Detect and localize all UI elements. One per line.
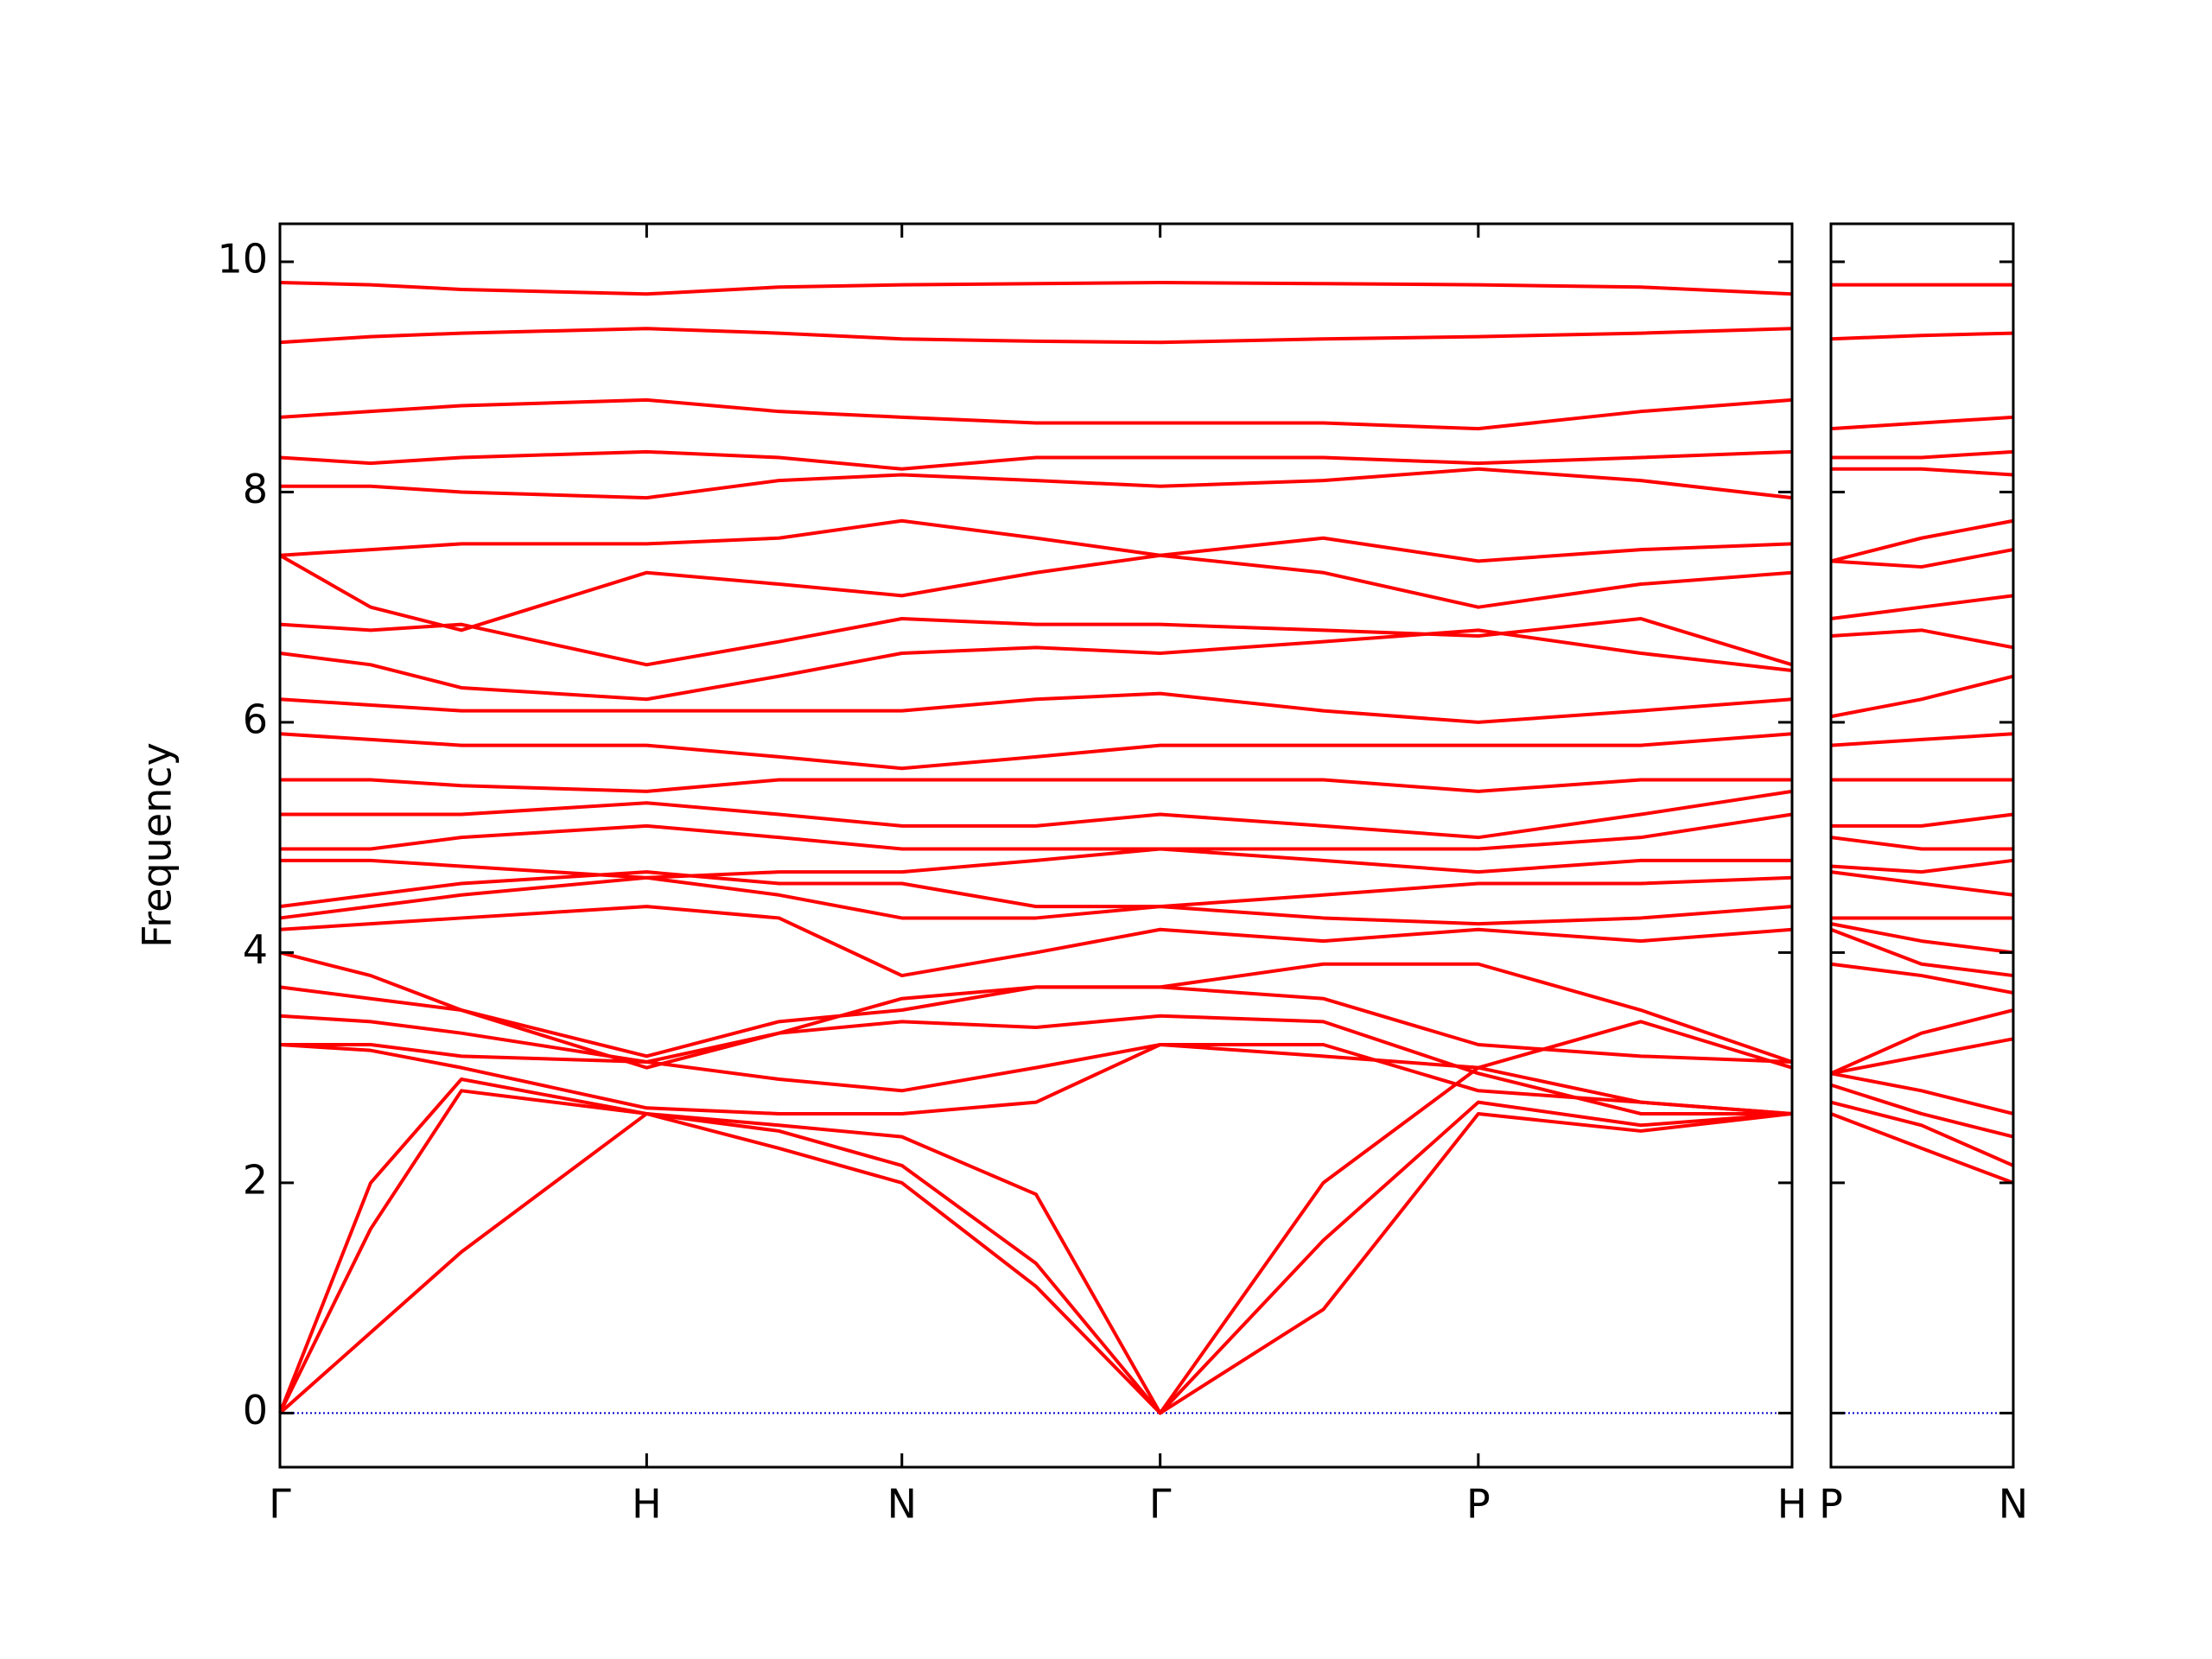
band-line bbox=[1830, 962, 2014, 995]
y-tick-label: 0 bbox=[243, 1387, 268, 1433]
band-line bbox=[279, 1014, 1792, 1116]
band-line bbox=[279, 327, 1793, 345]
band-line bbox=[1830, 858, 2014, 874]
band-line bbox=[280, 467, 1793, 500]
band-line bbox=[279, 628, 1793, 702]
band-line bbox=[279, 1043, 1793, 1116]
band-line bbox=[279, 732, 1793, 771]
band-line bbox=[1831, 467, 2014, 477]
band-line bbox=[1830, 870, 2014, 897]
band-line bbox=[1830, 1008, 2014, 1076]
band-line bbox=[279, 553, 1793, 632]
band-line bbox=[1830, 732, 2014, 747]
band-line bbox=[279, 280, 1793, 296]
band-line bbox=[279, 397, 1793, 431]
band-line bbox=[1830, 1112, 2014, 1185]
band-line bbox=[1830, 836, 2013, 851]
band-line bbox=[280, 812, 1793, 851]
plot-frame bbox=[1829, 222, 2015, 1469]
band-line bbox=[279, 518, 1793, 563]
band-line bbox=[1830, 1037, 2014, 1076]
band-line bbox=[279, 691, 1793, 724]
x-tick-label: P bbox=[1466, 1481, 1491, 1528]
band-line bbox=[1830, 927, 2014, 978]
band-line bbox=[1830, 331, 2014, 341]
band-line bbox=[279, 875, 1793, 926]
x-tick-label: H bbox=[1777, 1481, 1808, 1528]
y-axis-label: Frequency bbox=[134, 742, 181, 948]
x-tick-label: Γ bbox=[269, 1481, 291, 1528]
x-tick-label: N bbox=[887, 1481, 917, 1528]
y-tick-label: 6 bbox=[243, 696, 268, 742]
x-tick-label: P bbox=[1819, 1481, 1843, 1528]
band-line bbox=[1831, 449, 2014, 460]
band-line bbox=[1831, 812, 2014, 828]
band-line bbox=[280, 847, 1792, 880]
band-line bbox=[278, 1111, 1793, 1415]
x-tick-label: Γ bbox=[1149, 1481, 1172, 1528]
band-line bbox=[1830, 1083, 2014, 1139]
band-line bbox=[1830, 548, 2014, 569]
band-line bbox=[1830, 415, 2014, 431]
band-line bbox=[279, 985, 1793, 1064]
band-line bbox=[1830, 628, 2014, 650]
band-line bbox=[1830, 1071, 2014, 1116]
band-line bbox=[278, 1065, 1793, 1415]
band-line bbox=[1830, 674, 2014, 719]
band-line bbox=[279, 449, 1793, 471]
band-line bbox=[1830, 922, 2014, 955]
band-line bbox=[280, 789, 1793, 840]
x-tick-label: H bbox=[632, 1481, 662, 1528]
band-line bbox=[279, 870, 1793, 909]
band-line bbox=[280, 1020, 1793, 1093]
y-tick-label: 4 bbox=[243, 926, 268, 973]
band-line bbox=[1830, 594, 2014, 621]
band-line bbox=[278, 1089, 1793, 1415]
x-tick-label: N bbox=[1999, 1481, 2028, 1528]
plot-frame bbox=[278, 222, 1794, 1469]
y-tick-label: 8 bbox=[243, 466, 268, 512]
y-tick-label: 10 bbox=[217, 235, 268, 282]
band-line bbox=[280, 778, 1792, 793]
band-line bbox=[279, 950, 1793, 1070]
band-line bbox=[1830, 1100, 2014, 1167]
band-line bbox=[279, 905, 1793, 978]
band-line bbox=[1830, 518, 2014, 563]
y-tick-label: 2 bbox=[243, 1156, 268, 1203]
